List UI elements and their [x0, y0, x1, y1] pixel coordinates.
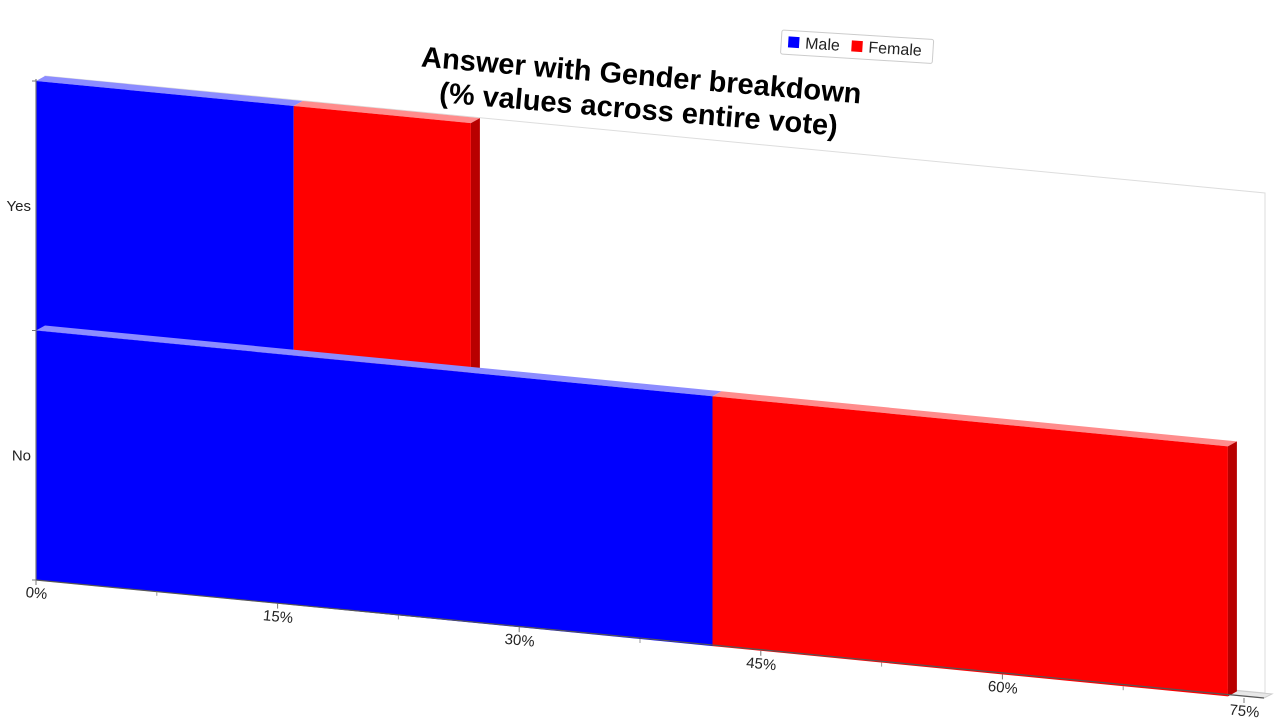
legend-label-female: Female — [868, 39, 922, 59]
chart-legend: Male Female — [780, 29, 935, 64]
x-tick-label: 30% — [504, 631, 536, 651]
x-tick-label: 45% — [745, 654, 777, 674]
bar-no-male — [36, 330, 713, 647]
x-tick-label: 0% — [25, 584, 48, 603]
x-tick-label: 15% — [262, 607, 294, 627]
category-label-yes: Yes — [7, 198, 31, 215]
x-tick-label: 60% — [987, 678, 1019, 698]
bar-yes-female — [293, 106, 471, 373]
bar-top-no-female — [712, 391, 1237, 447]
bar-side-no-female — [1227, 441, 1237, 697]
bar-top-no-male — [36, 325, 722, 397]
category-label-no: No — [12, 447, 31, 464]
bar-no-female — [712, 396, 1228, 697]
bar-top-yes-male — [36, 76, 303, 106]
legend-swatch-female — [851, 40, 863, 53]
x-tick-label: 75% — [1229, 702, 1261, 720]
chart-axes: Yes No 0% 15% 30% 45% 60% 75% — [7, 79, 1265, 720]
bar-yes-male — [36, 81, 294, 356]
legend-label-male: Male — [805, 35, 841, 54]
legend-box: Male Female — [780, 29, 935, 64]
chart-bars — [36, 76, 1237, 697]
legend-swatch-male — [787, 36, 800, 49]
bar-top-yes-female — [293, 101, 480, 124]
x-axis-line — [35, 579, 1265, 699]
chart-title: Answer with Gender breakdown(% values ac… — [420, 42, 863, 143]
bar-side-yes-female — [470, 118, 480, 373]
